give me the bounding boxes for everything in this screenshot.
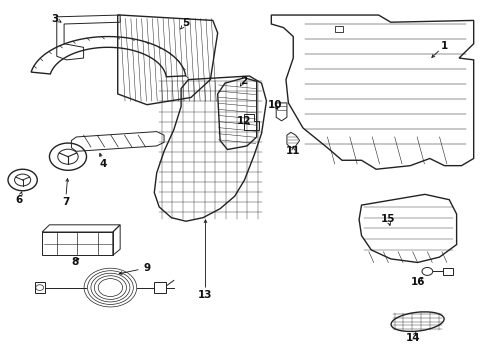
Text: 5: 5 — [182, 18, 189, 28]
Text: 2: 2 — [240, 76, 246, 86]
Text: 10: 10 — [267, 100, 282, 110]
Text: 15: 15 — [380, 215, 395, 224]
Text: 3: 3 — [52, 14, 59, 24]
Text: 7: 7 — [62, 197, 69, 207]
Text: 11: 11 — [285, 146, 300, 156]
Text: 12: 12 — [237, 116, 251, 126]
Text: 14: 14 — [405, 333, 419, 343]
Text: 4: 4 — [99, 159, 106, 169]
Text: 16: 16 — [409, 277, 424, 287]
Text: 1: 1 — [440, 41, 447, 50]
Text: 9: 9 — [143, 263, 150, 273]
Text: 8: 8 — [71, 257, 78, 267]
Text: 6: 6 — [16, 195, 23, 205]
Text: 13: 13 — [198, 290, 212, 300]
